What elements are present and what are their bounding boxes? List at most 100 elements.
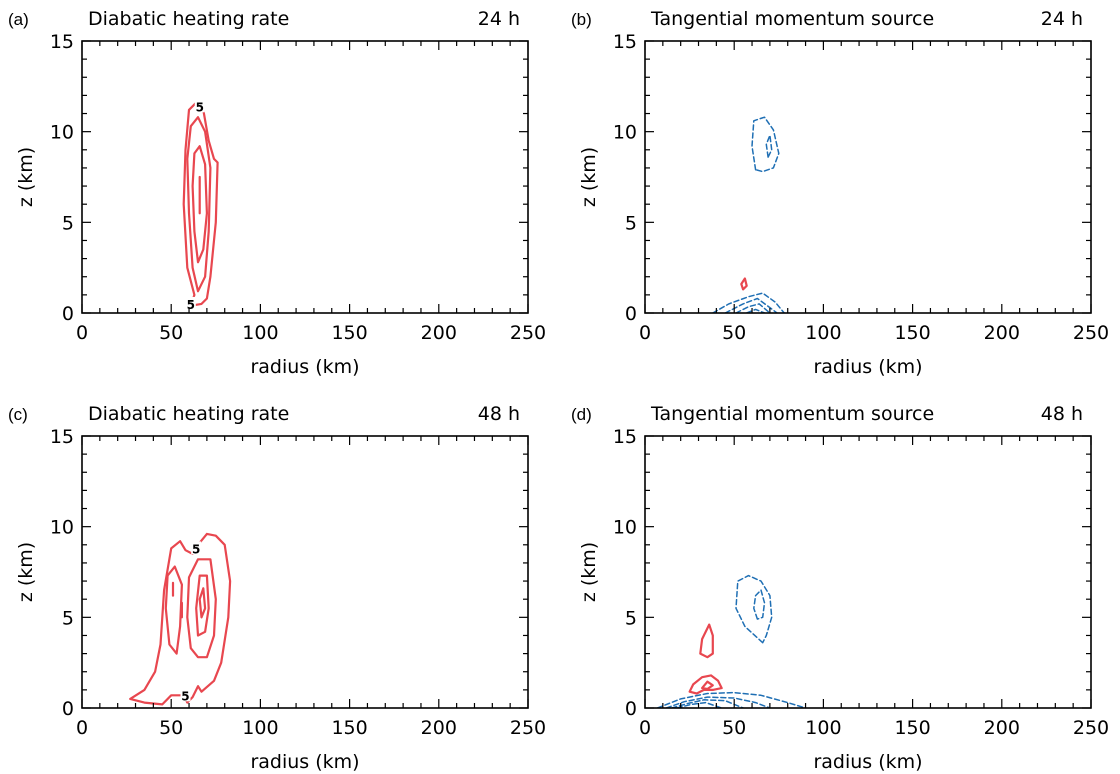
contour-label-mask bbox=[194, 99, 205, 113]
contour-group bbox=[656, 574, 807, 708]
y-axis-label: z (km) bbox=[15, 147, 37, 207]
negative-contour-1 bbox=[765, 134, 773, 158]
positive-contour-2 bbox=[699, 623, 714, 659]
contour-label: 5 bbox=[187, 298, 195, 312]
negative-contour-6 bbox=[745, 308, 766, 313]
positive-contour-4 bbox=[700, 680, 714, 691]
x-tick-label: 250 bbox=[510, 322, 546, 344]
contour-group bbox=[712, 116, 785, 313]
negative-contour-5 bbox=[656, 691, 807, 708]
panel-title: Diabatic heating rate bbox=[88, 403, 289, 425]
x-axis-label: radius (km) bbox=[250, 751, 359, 773]
positive-contour-2 bbox=[740, 277, 748, 291]
x-tick-label: 100 bbox=[242, 322, 278, 344]
x-tick-label: 200 bbox=[984, 717, 1020, 739]
x-tick-label: 250 bbox=[510, 717, 546, 739]
x-tick-label: 150 bbox=[894, 322, 930, 344]
positive-contour-4 bbox=[186, 558, 217, 659]
y-tick-label: 0 bbox=[625, 303, 637, 325]
positive-contour-0 bbox=[182, 101, 219, 307]
y-axis-label: z (km) bbox=[15, 542, 37, 602]
panel-label: (c) bbox=[8, 405, 28, 424]
negative-contour-0 bbox=[735, 574, 773, 644]
panel-d: 0 50 100 150 200 250 0 5 10 15 radius (km) z (km) (d… bbox=[571, 403, 1109, 773]
y-tick-label: 5 bbox=[625, 212, 637, 234]
x-axis-label: radius (km) bbox=[250, 356, 359, 378]
y-tick-label: 10 bbox=[613, 122, 637, 144]
contour-label: 5 bbox=[192, 542, 200, 556]
contour-label-mask bbox=[191, 541, 202, 555]
y-tick-label: 0 bbox=[62, 303, 74, 325]
panel-time: 24 h bbox=[478, 8, 520, 30]
x-tick-label: 200 bbox=[984, 322, 1020, 344]
y-tick-label: 10 bbox=[50, 517, 74, 539]
contour-group bbox=[182, 101, 219, 307]
x-tick-label: 100 bbox=[805, 322, 841, 344]
y-tick-label: 10 bbox=[613, 517, 637, 539]
x-tick-label: 50 bbox=[722, 322, 746, 344]
negative-contour-3 bbox=[712, 292, 785, 313]
y-tick-label: 5 bbox=[62, 607, 74, 629]
negative-contour-8 bbox=[676, 701, 723, 708]
positive-contour-6 bbox=[198, 587, 207, 619]
panel-b: 0 50 100 150 200 250 0 5 10 15 radius (km) z (km) (b… bbox=[571, 8, 1109, 378]
x-tick-label: 0 bbox=[639, 322, 651, 344]
x-tick-label: 150 bbox=[331, 322, 367, 344]
contour-label-mask bbox=[185, 296, 196, 310]
x-tick-label: 50 bbox=[159, 717, 183, 739]
panel-label: (a) bbox=[8, 10, 29, 29]
x-tick-label: 100 bbox=[805, 717, 841, 739]
panel-time: 48 h bbox=[1041, 403, 1083, 425]
negative-contour-4 bbox=[724, 297, 778, 313]
y-axis-label: z (km) bbox=[578, 542, 600, 602]
x-tick-label: 100 bbox=[242, 717, 278, 739]
y-tick-label: 15 bbox=[50, 426, 74, 448]
x-tick-label: 50 bbox=[722, 717, 746, 739]
positive-contour-3 bbox=[688, 674, 723, 695]
x-tick-label: 0 bbox=[639, 717, 651, 739]
y-tick-label: 5 bbox=[625, 607, 637, 629]
y-tick-label: 15 bbox=[50, 31, 74, 53]
panel-label: (d) bbox=[571, 405, 592, 424]
y-tick-label: 0 bbox=[625, 698, 637, 720]
x-tick-label: 250 bbox=[1073, 717, 1109, 739]
negative-contour-6 bbox=[665, 696, 771, 708]
negative-contour-7 bbox=[671, 699, 744, 708]
y-tick-label: 15 bbox=[613, 426, 637, 448]
x-tick-label: 0 bbox=[76, 717, 88, 739]
x-tick-label: 200 bbox=[421, 717, 457, 739]
panel-title: Tangential momentum source bbox=[650, 403, 934, 425]
panel-time: 48 h bbox=[478, 403, 520, 425]
negative-contour-0 bbox=[751, 116, 780, 173]
panel-title: Tangential momentum source bbox=[650, 8, 934, 30]
x-axis-label: radius (km) bbox=[813, 356, 922, 378]
y-tick-label: 5 bbox=[62, 212, 74, 234]
y-axis-label: z (km) bbox=[578, 147, 600, 207]
panel-title: Diabatic heating rate bbox=[88, 8, 289, 30]
y-tick-label: 0 bbox=[62, 698, 74, 720]
panel-time: 24 h bbox=[1041, 8, 1083, 30]
x-tick-label: 0 bbox=[76, 322, 88, 344]
positive-contour-2 bbox=[191, 145, 208, 264]
contour-label-mask bbox=[180, 688, 191, 702]
x-tick-label: 200 bbox=[421, 322, 457, 344]
x-tick-label: 50 bbox=[159, 322, 183, 344]
contour-label: 5 bbox=[196, 100, 204, 114]
plot-frame bbox=[644, 40, 1092, 314]
contour-group bbox=[129, 532, 232, 706]
negative-contour-1 bbox=[753, 589, 766, 620]
x-axis-label: radius (km) bbox=[813, 751, 922, 773]
y-tick-label: 10 bbox=[50, 122, 74, 144]
plot-frame bbox=[81, 40, 529, 314]
positive-contour-1 bbox=[186, 116, 212, 293]
plot-frame bbox=[81, 435, 529, 709]
positive-contour-5 bbox=[195, 574, 210, 637]
positive-contour-1 bbox=[164, 565, 183, 655]
negative-contour-5 bbox=[735, 303, 771, 313]
x-tick-label: 150 bbox=[894, 717, 930, 739]
x-tick-label: 250 bbox=[1073, 322, 1109, 344]
panel-label: (b) bbox=[571, 10, 592, 29]
